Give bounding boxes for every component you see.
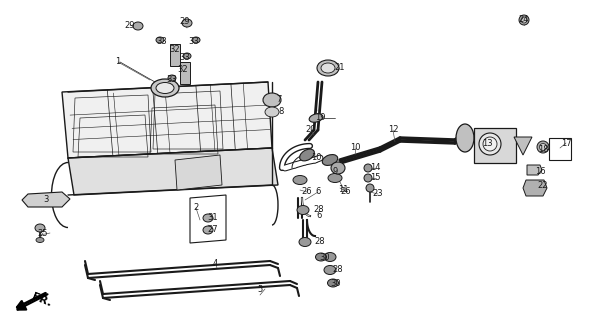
Ellipse shape <box>521 17 527 23</box>
Text: 10: 10 <box>311 154 321 163</box>
Text: 24: 24 <box>519 15 529 25</box>
Ellipse shape <box>168 75 176 81</box>
Text: 30: 30 <box>319 252 330 261</box>
Text: 17: 17 <box>561 139 572 148</box>
Text: 21: 21 <box>335 63 345 73</box>
Text: FR.: FR. <box>30 292 53 308</box>
Ellipse shape <box>133 22 143 30</box>
Text: 18: 18 <box>538 146 548 155</box>
Ellipse shape <box>456 124 474 152</box>
Text: 29: 29 <box>180 18 190 27</box>
Text: 9: 9 <box>332 167 338 177</box>
Ellipse shape <box>483 137 497 151</box>
Text: 11: 11 <box>338 186 348 195</box>
Ellipse shape <box>321 63 335 73</box>
Text: 27: 27 <box>207 225 218 234</box>
Text: 15: 15 <box>370 173 380 182</box>
Ellipse shape <box>519 15 529 25</box>
Text: 10: 10 <box>349 143 360 153</box>
Text: 6: 6 <box>315 188 321 196</box>
Text: 28: 28 <box>333 266 343 275</box>
Ellipse shape <box>156 37 164 43</box>
Ellipse shape <box>324 252 336 261</box>
Text: 6: 6 <box>316 211 322 220</box>
Ellipse shape <box>316 253 326 261</box>
Text: 30: 30 <box>330 278 341 287</box>
Ellipse shape <box>327 279 338 287</box>
Text: 3: 3 <box>43 196 49 204</box>
Ellipse shape <box>36 237 44 243</box>
Ellipse shape <box>366 184 374 192</box>
Ellipse shape <box>182 19 192 27</box>
Text: 8: 8 <box>278 108 284 116</box>
Ellipse shape <box>328 173 342 182</box>
Ellipse shape <box>309 114 323 122</box>
Ellipse shape <box>537 141 549 153</box>
Text: 33: 33 <box>180 53 190 62</box>
Text: 1: 1 <box>116 58 121 67</box>
Ellipse shape <box>299 237 311 246</box>
Text: 2: 2 <box>193 204 199 212</box>
Ellipse shape <box>331 162 345 174</box>
Ellipse shape <box>300 149 315 161</box>
Ellipse shape <box>263 93 281 107</box>
Text: 12: 12 <box>388 125 398 134</box>
Text: 19: 19 <box>315 114 325 123</box>
Text: 22: 22 <box>538 181 548 190</box>
Text: 26: 26 <box>302 188 312 196</box>
Bar <box>170 44 180 66</box>
Polygon shape <box>523 180 547 196</box>
Text: 5: 5 <box>258 284 263 293</box>
Ellipse shape <box>203 214 213 222</box>
Polygon shape <box>175 155 222 190</box>
Text: 25: 25 <box>38 228 48 237</box>
Bar <box>474 128 516 163</box>
Text: 7: 7 <box>276 95 282 105</box>
Ellipse shape <box>35 224 45 232</box>
Ellipse shape <box>364 174 372 182</box>
Ellipse shape <box>317 60 339 76</box>
Polygon shape <box>527 165 542 175</box>
Text: 16: 16 <box>535 167 545 177</box>
Ellipse shape <box>156 83 174 93</box>
Text: 4: 4 <box>212 259 218 268</box>
Text: 28: 28 <box>314 205 324 214</box>
Polygon shape <box>22 192 70 207</box>
Text: 26: 26 <box>341 188 351 196</box>
Polygon shape <box>62 82 272 158</box>
Text: 29: 29 <box>125 20 135 29</box>
Text: 33: 33 <box>188 37 200 46</box>
Ellipse shape <box>324 266 336 275</box>
Polygon shape <box>514 137 532 155</box>
Bar <box>549 138 571 160</box>
Ellipse shape <box>203 226 213 234</box>
Ellipse shape <box>540 143 547 150</box>
Text: 32: 32 <box>170 45 181 54</box>
Ellipse shape <box>192 37 200 43</box>
Ellipse shape <box>293 175 307 185</box>
Text: 33: 33 <box>157 37 167 46</box>
Ellipse shape <box>265 107 279 117</box>
Text: 20: 20 <box>306 125 316 134</box>
Text: 14: 14 <box>370 164 380 172</box>
Ellipse shape <box>364 164 372 172</box>
Ellipse shape <box>323 155 338 165</box>
Polygon shape <box>68 148 278 195</box>
Text: 33: 33 <box>166 76 177 84</box>
Text: 28: 28 <box>315 237 326 246</box>
Ellipse shape <box>479 133 501 155</box>
Ellipse shape <box>297 205 309 214</box>
Text: 13: 13 <box>482 139 492 148</box>
Text: 23: 23 <box>373 189 383 198</box>
Ellipse shape <box>183 53 191 59</box>
Text: 31: 31 <box>207 213 218 222</box>
Ellipse shape <box>151 79 179 97</box>
Bar <box>180 62 190 84</box>
Text: 32: 32 <box>177 66 188 75</box>
